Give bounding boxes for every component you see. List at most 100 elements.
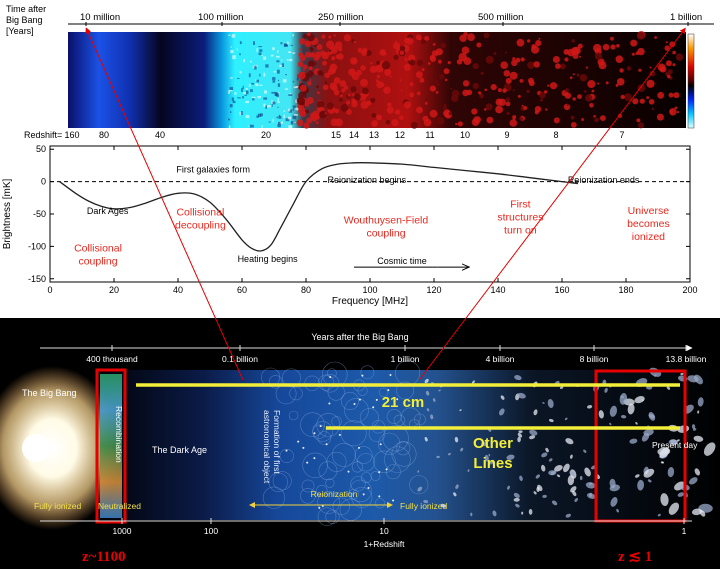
redshift-tick: 9 <box>504 130 509 140</box>
redshift-tick-1000: 1000 <box>113 526 132 536</box>
recombination-strip <box>100 374 122 518</box>
chart-annotation: Reionization ends <box>568 175 640 185</box>
big-bang-label: The Big Bang <box>22 388 77 398</box>
top-time-axis: Time after Big Bang [Years] 10 million 1… <box>6 4 714 36</box>
present-day-label: Present day <box>652 440 698 450</box>
chart-annotation: Heating begins <box>238 254 299 264</box>
redshift-tick: 7 <box>619 130 624 140</box>
chart-red-label: coupling <box>366 228 405 240</box>
color-bar <box>687 33 695 129</box>
redshift-tick: 40 <box>155 130 165 140</box>
redshift-tick: 10 <box>460 130 470 140</box>
y-tick-label: -50 <box>33 209 46 219</box>
big-bang-core <box>22 434 50 462</box>
x-tick-label: 40 <box>173 285 183 295</box>
x-tick-label: 20 <box>109 285 119 295</box>
years-axis-ticks: 400 thousand 0.1 billion 1 billion 4 bil… <box>86 345 707 364</box>
chart-red-label: decoupling <box>175 219 226 231</box>
fully-ionized-right-label: Fully ionized <box>400 501 448 511</box>
redshift-tick: 8 <box>553 130 558 140</box>
chart-red-label: turn on <box>504 225 537 237</box>
other-lines-label-line-1: Other <box>473 435 513 452</box>
fully-ionized-left-label: Fully ionized <box>34 501 82 511</box>
first-objects-label-line-2: astronomical object <box>262 410 272 484</box>
time-tick-500-million: 500 million <box>478 12 523 23</box>
reionization-label: Reionization <box>311 489 358 499</box>
time-tick-10-million: 10 million <box>80 12 120 23</box>
redshift-tick: 20 <box>261 130 271 140</box>
years-tick-8-billion: 8 billion <box>580 354 609 364</box>
chart-annotation: Reionization begins <box>328 175 407 185</box>
redshift-tick: 11 <box>425 130 434 140</box>
chart-annotation: First galaxies form <box>176 165 250 175</box>
x-tick-label: 200 <box>682 285 697 295</box>
redshift-tick-1: 1 <box>682 526 687 536</box>
signal-series-line <box>59 162 579 252</box>
cosmic-timeline-panel: Years after the Big Bang 400 thousand 0.… <box>0 318 720 569</box>
cyan-ionization-speckle <box>228 34 300 129</box>
x-tick-label: 60 <box>237 285 247 295</box>
chart-red-label: Collisional <box>176 206 224 218</box>
redshift-label: Redshift= <box>24 130 62 140</box>
chart-red-label: Universe <box>628 205 670 217</box>
redshift-axis-label: 1+Redshift <box>364 539 406 549</box>
y-tick-label: 0 <box>41 177 46 187</box>
years-tick-13-8-billion: 13.8 billion <box>666 354 707 364</box>
time-tick-100-million: 100 million <box>198 12 243 23</box>
y-tick-label: -150 <box>28 274 46 284</box>
chart-red-label: becomes <box>627 218 670 230</box>
x-tick-label: 160 <box>554 285 569 295</box>
chart-red-label: First <box>510 199 530 211</box>
red-ionization-bubbles <box>296 31 684 129</box>
time-label-line-1: Time after <box>6 4 46 14</box>
time-tick-1-billion: 1 billion <box>670 12 702 23</box>
x-tick-label: 80 <box>301 285 311 295</box>
redshift-tick: 13 <box>369 130 379 140</box>
chart-annotation: Dark Ages <box>87 206 129 216</box>
redshift-tick: 80 <box>99 130 109 140</box>
connector-arrow-left <box>85 27 244 381</box>
z-left-label: z~1100 <box>82 549 126 565</box>
neutralized-label: Neutralized <box>98 501 141 511</box>
redshift-tick: 14 <box>349 130 359 140</box>
years-tick-400-thousand: 400 thousand <box>86 354 138 364</box>
chart-annotation: Cosmic time <box>377 256 427 266</box>
connector-arrow-right <box>419 27 686 380</box>
other-lines-label-line-2: Lines <box>473 455 512 472</box>
x-tick-label: 100 <box>362 285 377 295</box>
line-21cm-label: 21 cm <box>382 394 425 411</box>
years-axis-title: Years after the Big Bang <box>311 332 408 342</box>
time-label-line-3: [Years] <box>6 26 34 36</box>
x-axis-label: Frequency [MHz] <box>332 296 408 307</box>
chart-red-label: ionized <box>632 231 665 243</box>
redshift-tick: 15 <box>331 130 341 140</box>
recombination-highlight-box <box>95 368 127 524</box>
galaxy-field <box>417 367 716 518</box>
big-bang-glow <box>0 366 122 530</box>
redshift-tick-10: 10 <box>379 526 389 536</box>
top-redshift-axis: Redshift= 160 80 40 20 15 14 13 12 11 10 9 8 7 <box>24 130 625 140</box>
y-axis-label: Brightness [mK] <box>2 178 13 249</box>
chart-red-label: Collisional <box>74 243 122 255</box>
z-right-label: z ≲ 1 <box>618 549 652 565</box>
chart-frame <box>49 145 691 283</box>
x-tick-label: 120 <box>426 285 441 295</box>
redshift-tick-100: 100 <box>204 526 218 536</box>
chart-red-label: coupling <box>78 256 117 268</box>
y-tick-label: -100 <box>28 241 46 251</box>
time-tick-250-million: 250 million <box>318 12 363 23</box>
redshift-tick: 160 <box>64 130 79 140</box>
time-label-line-2: Big Bang <box>6 15 43 25</box>
chart-red-label: Wouthuysen-Field <box>344 215 429 227</box>
y-tick-label: 50 <box>36 144 46 154</box>
recombination-label: Recombination <box>114 406 124 463</box>
simulation-strip <box>68 31 686 129</box>
first-objects-label-line-1: Formation of first <box>272 410 282 474</box>
years-tick-0-1-billion: 0.1 billion <box>222 354 258 364</box>
dark-age-label: The Dark Age <box>152 445 207 455</box>
redshift-tick: 12 <box>395 130 405 140</box>
x-tick-label: 140 <box>490 285 505 295</box>
chart-red-label: structures <box>497 212 543 224</box>
years-tick-1-billion: 1 billion <box>391 354 420 364</box>
